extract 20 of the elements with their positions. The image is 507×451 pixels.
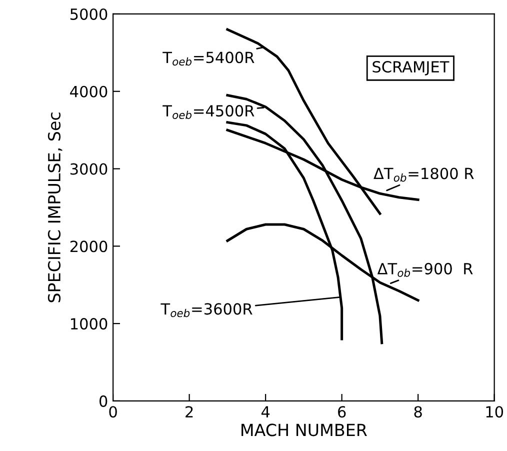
y-tick-label: 1000 <box>70 318 108 330</box>
annotation: ΔT$_{ob}$=900 R <box>377 262 473 277</box>
annotation: ΔT$_{ob}$=1800 R <box>374 168 474 182</box>
x-axis-title: MACH NUMBER <box>242 424 367 436</box>
x-tick-label: 10 <box>486 406 504 418</box>
x-tick-label: 0 <box>109 406 117 418</box>
x-tick-label: 4 <box>261 406 270 418</box>
annotation: T$_{oeb}$=3600R <box>160 303 252 318</box>
y-tick-label: 4000 <box>70 86 108 98</box>
x-tick-label: 6 <box>338 406 346 418</box>
annotation: T$_{oeb}$=5400R <box>162 52 254 66</box>
x-tick-label: 2 <box>186 406 193 418</box>
y-tick-label: 2000 <box>70 240 108 252</box>
y-tick-label: 0 <box>99 395 108 407</box>
y-axis-title: SPECIFIC IMPULSE, Sec <box>48 112 62 302</box>
x-tick-label: 8 <box>414 406 422 418</box>
annotation: SCRAMJET <box>372 61 450 76</box>
y-tick-label: 5000 <box>70 8 108 20</box>
y-tick-label: 3000 <box>70 163 108 175</box>
annotation: T$_{oeb}$=4500R <box>162 105 254 120</box>
